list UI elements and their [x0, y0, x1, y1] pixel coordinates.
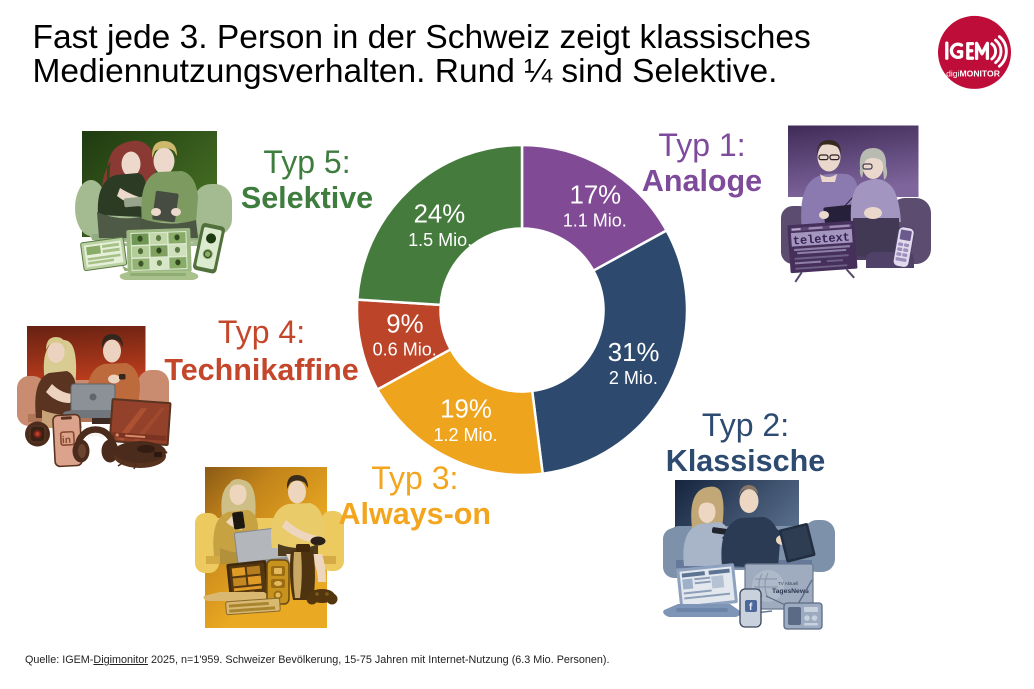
svg-text:digiMONITOR: digiMONITOR: [946, 69, 1001, 79]
svg-text:TV Aktuell: TV Aktuell: [778, 581, 798, 586]
svg-text:24%: 24%: [414, 201, 466, 229]
svg-text:1.1 Mio.: 1.1 Mio.: [563, 211, 627, 231]
svg-text:1.2 Mio.: 1.2 Mio.: [433, 425, 497, 445]
svg-text:17%: 17%: [569, 181, 621, 209]
svg-text:teletext: teletext: [792, 231, 850, 249]
svg-text:9%: 9%: [386, 311, 423, 339]
svg-text:2 Mio.: 2 Mio.: [609, 368, 658, 388]
svg-text:1.5 Mio.: 1.5 Mio.: [408, 230, 472, 250]
svg-text:19%: 19%: [440, 395, 492, 423]
svg-text:in: in: [62, 435, 71, 446]
svg-text:TagesNews: TagesNews: [772, 588, 809, 595]
svg-text:f: f: [749, 602, 753, 613]
svg-text:31%: 31%: [608, 339, 660, 367]
svg-text:0.6 Mio.: 0.6 Mio.: [373, 340, 437, 360]
